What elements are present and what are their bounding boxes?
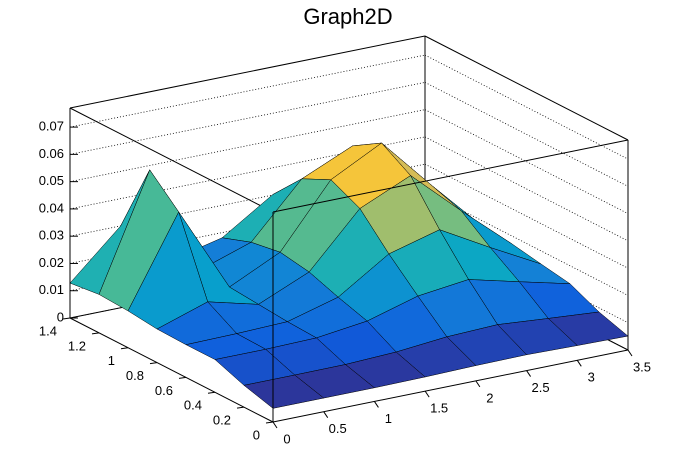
x-tick-label: 1.5: [430, 401, 448, 416]
x-tick: [627, 349, 633, 357]
y-tick-label: 0.6: [155, 383, 173, 398]
grid-line: [424, 191, 629, 296]
grid-line: [69, 81, 426, 155]
z-tick-label: 0.07: [39, 119, 64, 134]
z-tick-label: 0.02: [39, 255, 64, 270]
y-tick: [236, 406, 245, 409]
z-tick-label: 0.06: [39, 146, 64, 161]
x-tick: [576, 360, 582, 367]
box-edge: [272, 139, 629, 213]
x-tick-label: 2.5: [532, 380, 550, 395]
y-tick-label: 0.4: [184, 398, 202, 413]
box-edge: [272, 349, 629, 423]
grid-line: [69, 136, 426, 210]
box-edge: [424, 35, 629, 141]
x-tick: [526, 370, 531, 377]
chart-title: Graph2D: [303, 4, 392, 29]
x-tick: [424, 390, 430, 398]
y-tick-label: 1.2: [68, 338, 86, 353]
y-tick: [120, 347, 129, 350]
y-tick: [265, 421, 274, 424]
y-tick-label: 0: [253, 427, 260, 442]
y-tick-label: 0.8: [126, 368, 144, 383]
y-tick: [207, 391, 216, 394]
y-tick: [62, 317, 71, 320]
z-tick-label: 0.04: [39, 200, 64, 215]
box-edge: [69, 317, 274, 423]
grid-line: [69, 109, 426, 183]
x-tick-label: 0.5: [329, 421, 347, 436]
y-tick-label: 0.2: [213, 413, 231, 428]
grid-line: [69, 54, 426, 128]
surface-cell: [243, 374, 325, 409]
box-edge: [69, 35, 426, 109]
z-tick-label: 0.01: [39, 282, 64, 297]
grid-line: [424, 136, 629, 242]
x-tick-label: 0: [283, 431, 290, 446]
x-tick: [374, 401, 379, 408]
x-tick-label: 3.5: [633, 359, 651, 374]
grid-line: [424, 54, 629, 160]
box-edge: [69, 107, 274, 213]
grid-line: [424, 82, 629, 187]
grid-line: [424, 109, 629, 214]
z-tick-label: 0: [57, 309, 64, 324]
y-tick: [91, 332, 100, 335]
y-tick: [149, 362, 158, 365]
y-tick-label: 1.4: [39, 323, 57, 338]
x-tick: [323, 411, 329, 418]
x-tick-label: 1: [385, 411, 392, 426]
z-tick-label: 0.05: [39, 173, 64, 188]
x-tick: [272, 421, 278, 429]
x-tick-label: 3: [588, 370, 595, 385]
y-tick-label: 1: [108, 353, 115, 368]
x-tick-label: 2: [486, 390, 493, 405]
x-tick: [475, 380, 481, 388]
z-tick-label: 0.03: [39, 228, 64, 243]
y-tick: [178, 376, 187, 379]
grid-line: [424, 163, 629, 269]
